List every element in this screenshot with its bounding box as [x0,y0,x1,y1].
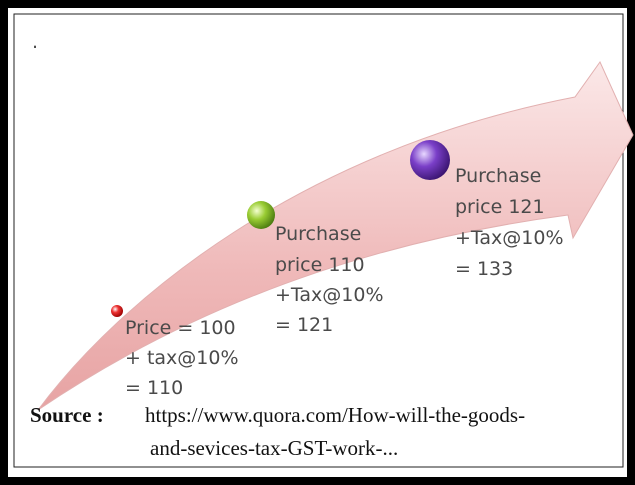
stage-line: Purchase [455,165,541,187]
diagram: . Price = 100 + tax@10% = 110 Purchase p… [0,0,635,485]
stage-line: + tax@10% [125,347,239,369]
stage-line: price 121 [455,196,545,218]
stage-line: Price = 100 [125,317,236,339]
stage-line: = 110 [125,377,183,399]
dot: . [32,31,38,53]
stage-line: Purchase [275,223,361,245]
source-line: https://www.quora.com/How-will-the-goods… [145,403,525,427]
stage-line: = 133 [455,258,513,280]
stage-line: = 121 [275,314,333,336]
ball [247,201,275,229]
stage-line: +Tax@10% [455,227,564,249]
ball [111,305,123,317]
source-label: Source : [30,403,104,427]
stage-line: +Tax@10% [275,284,384,306]
stage-line: price 110 [275,254,365,276]
source-line: and-sevices-tax-GST-work-... [150,436,398,460]
ball [410,140,450,180]
